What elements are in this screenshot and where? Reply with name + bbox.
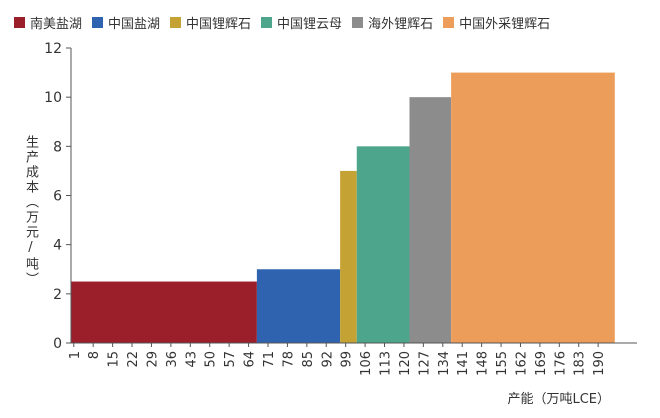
legend-item: 中国锂辉石 <box>170 13 251 32</box>
y-tick-label: 8 <box>53 139 62 155</box>
x-tick-label: 15 <box>107 351 122 368</box>
legend-item: 南美盐湖 <box>14 13 82 32</box>
bar <box>409 97 452 344</box>
legend-swatch <box>443 17 455 28</box>
x-tick-label: 1 <box>68 351 83 359</box>
bar <box>256 269 341 343</box>
bar <box>71 281 257 343</box>
legend-label: 中国锂云母 <box>277 17 343 32</box>
x-tick-label: 162 <box>514 351 529 376</box>
legend-swatch <box>352 17 364 28</box>
x-tick-label: 57 <box>223 351 238 368</box>
bar <box>340 170 357 343</box>
x-tick-label: 106 <box>359 351 374 376</box>
x-tick-label: 43 <box>184 351 199 368</box>
x-tick-label: 120 <box>398 351 413 376</box>
x-tick-label: 50 <box>204 351 219 368</box>
legend-label: 中国盐湖 <box>108 17 161 32</box>
x-tick-label: 134 <box>437 351 452 376</box>
x-tick-label: 176 <box>553 351 568 376</box>
x-tick-label: 22 <box>126 351 141 368</box>
legend-swatch <box>14 17 25 28</box>
x-tick-label: 64 <box>243 351 258 368</box>
legend-swatch <box>261 17 273 28</box>
x-tick-label: 169 <box>534 351 549 376</box>
x-tick-label: 36 <box>165 351 180 368</box>
x-tick-label: 8 <box>87 351 102 359</box>
x-tick-label: 127 <box>417 351 432 376</box>
y-tick-label: 4 <box>53 238 62 254</box>
x-tick-label: 99 <box>340 351 355 368</box>
legend-label: 海外锂辉石 <box>368 17 434 32</box>
legend-swatch <box>170 17 182 28</box>
x-tick-label: 183 <box>573 351 588 376</box>
x-tick-label: 29 <box>145 351 160 368</box>
x-tick-label: 92 <box>320 351 335 368</box>
legend-item: 中国盐湖 <box>92 13 160 32</box>
y-tick-label: 10 <box>44 90 62 106</box>
x-tick-label: 78 <box>281 351 296 368</box>
legend-item: 海外锂辉石 <box>352 13 433 32</box>
y-axis-label: 生产成本（万元/吨） <box>23 135 38 287</box>
y-tick-label: 0 <box>53 336 62 352</box>
x-tick-label: 141 <box>456 351 471 376</box>
legend-label: 中国锂辉石 <box>186 17 252 32</box>
x-tick-label: 148 <box>476 351 491 376</box>
legend-label: 南美盐湖 <box>30 17 83 32</box>
x-tick-label: 85 <box>301 351 316 368</box>
y-tick-label: 6 <box>53 189 62 205</box>
legend: 南美盐湖 中国盐湖 中国锂辉石 中国锂云母 海外锂辉石 中国外采锂辉石 <box>14 13 550 32</box>
x-tick-label: 71 <box>262 351 277 368</box>
y-tick-label: 2 <box>53 287 62 303</box>
x-tick-label: 113 <box>379 351 394 376</box>
legend-item: 中国外采锂辉石 <box>443 13 550 32</box>
legend-swatch <box>92 17 104 28</box>
x-axis-label: 产能（万吨LCE） <box>507 392 610 407</box>
x-tick-label: 155 <box>495 351 510 376</box>
bar <box>451 72 615 343</box>
legend-label: 中国外采锂辉石 <box>459 17 551 32</box>
bar <box>356 146 410 343</box>
x-tick-label: 190 <box>592 351 607 376</box>
legend-item: 中国锂云母 <box>261 13 342 32</box>
y-tick-label: 12 <box>44 41 62 57</box>
